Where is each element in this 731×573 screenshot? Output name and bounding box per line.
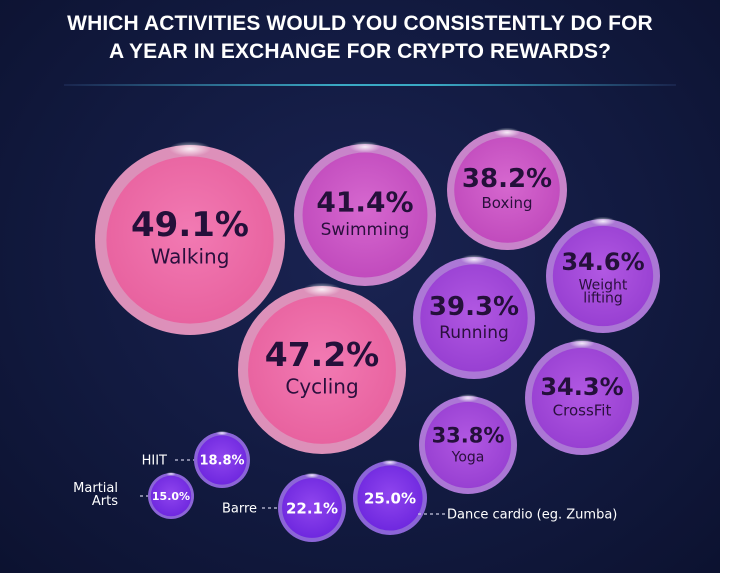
bubble-body-hiit <box>197 435 247 485</box>
bubble-walking: 49.1%Walking <box>95 141 285 335</box>
bubble-body-dance-cardio-eg-zumba <box>357 465 423 531</box>
bubble-label-walking: Walking <box>151 245 230 269</box>
bubble-value-cycling: 47.2% <box>265 335 380 374</box>
bubble-label-swimming: Swimming <box>321 220 410 240</box>
bubble-body-crossfit <box>531 347 633 449</box>
bubble-boxing: 38.2%Boxing <box>447 127 567 250</box>
bubble-label-weight-lifting-2: lifting <box>583 290 623 306</box>
bubble-label-running: Running <box>439 323 509 343</box>
bubble-value-walking: 49.1% <box>131 205 249 245</box>
chart-title-line-1: WHICH ACTIVITIES WOULD YOU CONSISTENTLY … <box>67 12 653 35</box>
bubble-shine-martial-arts <box>165 472 177 476</box>
bubble-value-weight-lifting: 34.6% <box>561 248 644 276</box>
bubble-cycling: 47.2%Cycling <box>238 282 406 454</box>
bubble-shine-hiit <box>215 430 229 436</box>
bubble-value-swimming: 41.4% <box>316 186 413 219</box>
chart-title-line-2: A YEAR IN EXCHANGE FOR CRYPTO REWARDS? <box>108 40 612 63</box>
bubble-shine-crossfit <box>569 338 595 348</box>
bubble-value-boxing: 38.2% <box>462 164 552 194</box>
bubble-swimming: 41.4%Swimming <box>294 141 436 286</box>
bubble-value-dance-cardio-eg-zumba: 25.0% <box>364 489 416 507</box>
bubble-body-boxing <box>454 137 560 243</box>
bubble-value-crossfit: 34.3% <box>540 373 623 401</box>
bubble-shine-swimming <box>349 141 381 153</box>
bubble-label-boxing: Boxing <box>481 194 532 212</box>
bubble-crossfit: 34.3%CrossFit <box>525 338 639 455</box>
bubble-label-weight-lifting-1: Weight <box>579 278 628 294</box>
bubble-value-martial-arts: 15.0% <box>152 490 190 503</box>
bubble-label-barre: Barre <box>222 502 257 517</box>
bubble-shine-walking <box>169 141 211 157</box>
bubble-shine-yoga <box>457 394 479 402</box>
bubble-value-hiit: 18.8% <box>199 454 244 469</box>
bubble-barre: 22.1% Barre <box>222 472 346 542</box>
bubble-body-walking <box>106 156 274 324</box>
bubble-shine-barre <box>304 472 320 479</box>
bubble-label-hiit: HIIT <box>142 454 167 469</box>
bubble-body-weight-lifting <box>552 225 654 327</box>
bubble-value-running: 39.3% <box>429 292 519 322</box>
bubble-label-crossfit: CrossFit <box>553 402 612 420</box>
bubble-shine-running <box>460 254 488 265</box>
chart-title: WHICH ACTIVITIES WOULD YOU CONSISTENTLY … <box>0 10 720 66</box>
bubble-dance-cardio-eg-zumba: 25.0% Dance cardio (eg. Zumba) <box>353 459 617 535</box>
bubble-label-cycling: Cycling <box>285 375 358 399</box>
bubble-body-martial-arts <box>150 475 192 517</box>
bubble-label-yoga: Yoga <box>451 449 485 465</box>
bubble-hiit: 18.8% HIIT <box>142 430 250 488</box>
bubble-value-barre: 22.1% <box>286 499 338 517</box>
bubble-shine-cycling <box>303 282 341 297</box>
bubble-running: 39.3%Running <box>413 254 535 379</box>
bubble-body-running <box>420 264 528 372</box>
bubble-yoga: 33.8% Yoga <box>419 394 517 494</box>
bubble-body-barre <box>282 478 342 538</box>
bubble-label-martial-arts-2: Arts <box>92 494 118 509</box>
bubble-shine-boxing <box>493 127 521 138</box>
bubble-body-swimming <box>302 152 428 278</box>
title-divider <box>64 84 676 86</box>
bubble-value-yoga: 33.8% <box>432 423 505 447</box>
bubble-shine-weight-lifting <box>590 216 616 226</box>
bubble-label-martial-arts-1: Martial <box>73 481 118 496</box>
bubble-body-yoga <box>424 401 512 489</box>
bubble-body-cycling <box>248 296 396 444</box>
bubble-label-dance-cardio-eg-zumba: Dance cardio (eg. Zumba) <box>447 508 617 523</box>
bubble-shine-dance-cardio-eg-zumba <box>381 459 399 466</box>
